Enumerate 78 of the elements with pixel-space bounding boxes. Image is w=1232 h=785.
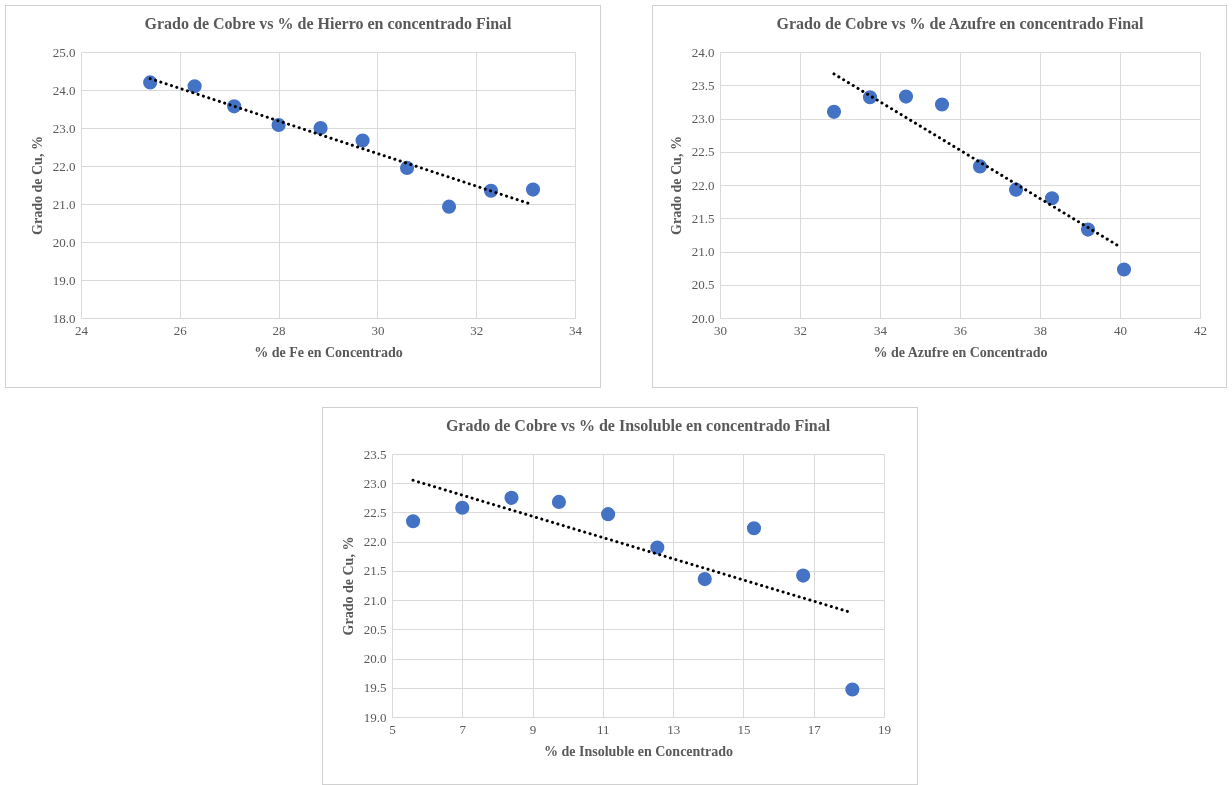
point — [845, 682, 860, 697]
x-tick-label: 15 — [737, 721, 751, 737]
y-tick-label: 19.5 — [363, 680, 387, 696]
x-tick-label: 40 — [1114, 322, 1127, 338]
y-tick-label: 22.0 — [52, 158, 76, 174]
x-tick-label: 28 — [272, 322, 286, 338]
chart-title: Grado de Cobre vs % de Hierro en concentrado Final — [144, 15, 513, 32]
point — [455, 500, 470, 515]
y-tick-label: 24.0 — [52, 82, 76, 98]
x-tick-label: 11 — [597, 721, 610, 737]
y-tick-label: 19.0 — [52, 272, 76, 288]
x-tick-label: 26 — [173, 322, 188, 338]
point — [504, 490, 519, 505]
x-tick-label: 5 — [389, 721, 396, 737]
x-tick-label: 17 — [807, 721, 822, 737]
y-tick-label: 23.5 — [691, 77, 715, 93]
y-axis-title: Grado de Cu, % — [29, 136, 45, 235]
y-tick-label: 23.5 — [363, 446, 387, 462]
x-tick-label: 7 — [459, 721, 467, 737]
y-tick-label: 22.5 — [363, 504, 387, 520]
y-axis-title: Grado de Cu, % — [668, 136, 684, 235]
point — [441, 199, 457, 214]
x-tick-label: 13 — [667, 721, 681, 737]
y-tick-label: 21.5 — [691, 210, 715, 226]
y-tick-label: 23.0 — [363, 475, 387, 491]
y-tick-label: 20.0 — [363, 651, 387, 667]
y-tick-label: 22.0 — [691, 177, 715, 193]
y-tick-label: 21.0 — [52, 196, 76, 212]
point — [525, 182, 541, 197]
y-tick-label: 20.5 — [691, 277, 715, 293]
point — [313, 120, 328, 136]
point — [862, 90, 878, 105]
point — [355, 133, 370, 148]
x-tick-label: 24 — [75, 322, 89, 338]
point — [898, 89, 914, 104]
y-tick-label: 22.0 — [363, 534, 387, 550]
chart-title: Grado de Cobre vs % de Azufre en concentrado Final — [776, 15, 1145, 32]
x-tick-label: 32 — [794, 322, 807, 338]
point — [601, 507, 616, 522]
y-tick-label: 19.0 — [363, 709, 387, 725]
point — [406, 514, 421, 529]
y-tick-label: 20.5 — [363, 621, 387, 637]
x-axis-title: % de Insoluble en Concentrado — [543, 743, 734, 759]
point — [650, 540, 665, 555]
y-tick-label: 22.5 — [691, 144, 715, 160]
point — [187, 79, 202, 94]
y-tick-label: 23.0 — [691, 111, 715, 126]
point — [697, 572, 712, 587]
y-tick-label: 20.0 — [52, 234, 76, 250]
x-tick-label: 32 — [470, 322, 484, 338]
x-tick-label: 30 — [371, 322, 385, 338]
point — [1116, 262, 1132, 277]
x-tick-label: 9 — [529, 721, 537, 737]
y-axis-title: Grado de Cu, % — [340, 536, 356, 636]
x-tick-label: 38 — [1034, 322, 1047, 338]
x-tick-label: 19 — [878, 721, 891, 737]
point — [934, 97, 950, 112]
y-tick-label: 21.0 — [691, 244, 715, 259]
x-tick-label: 42 — [1194, 322, 1207, 338]
point — [796, 568, 811, 583]
x-tick-label: 30 — [714, 322, 727, 338]
point — [1044, 191, 1060, 206]
y-tick-label: 20.0 — [691, 310, 715, 326]
point — [551, 494, 566, 509]
y-tick-label: 21.0 — [363, 592, 387, 608]
y-tick-label: 21.5 — [363, 563, 387, 579]
y-tick-label: 23.0 — [52, 120, 76, 136]
point — [746, 521, 762, 536]
point — [826, 104, 842, 119]
chart-title: Grado de Cobre vs % de Insoluble en concentrado Final — [445, 417, 831, 434]
y-tick-label: 24.0 — [691, 44, 715, 60]
x-tick-label: 34 — [874, 322, 888, 338]
y-tick-label: 18.0 — [52, 310, 76, 326]
x-axis-title: % de Fe en Concentrado — [254, 344, 403, 360]
x-tick-label: 36 — [954, 322, 968, 338]
x-tick-label: 34 — [569, 322, 583, 338]
x-axis-title: % de Azufre en Concentrado — [873, 344, 1048, 360]
y-tick-label: 25.0 — [52, 44, 76, 60]
